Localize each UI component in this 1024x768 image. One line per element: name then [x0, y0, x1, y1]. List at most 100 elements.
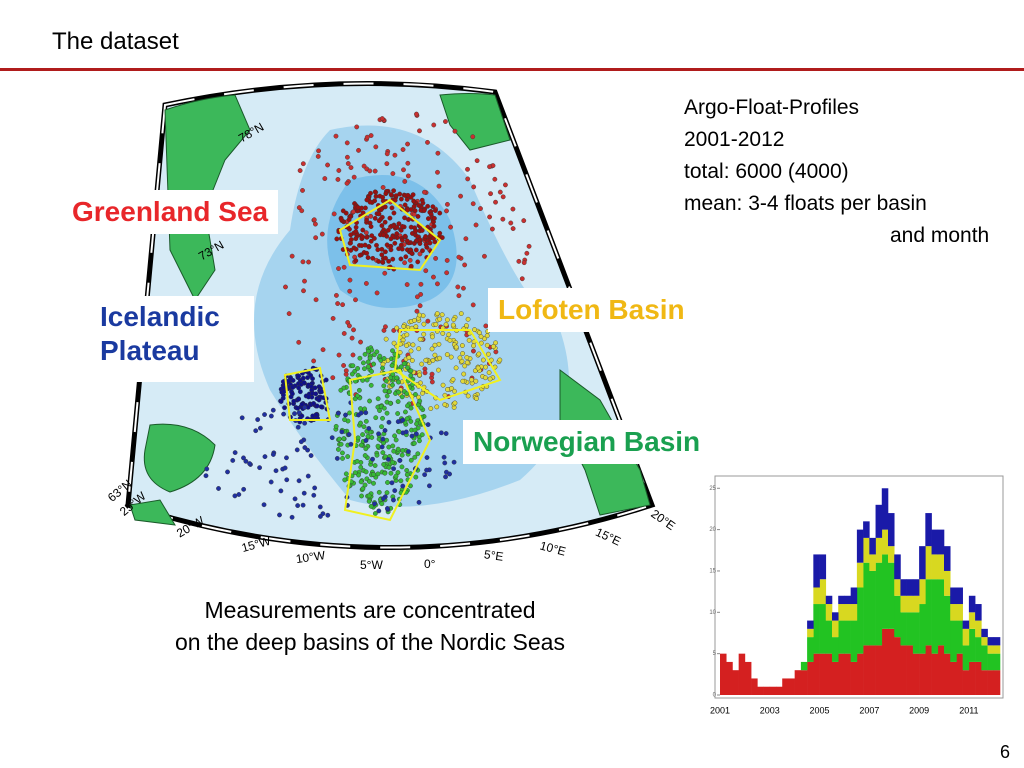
bar-segment	[832, 661, 839, 695]
map-profile-dot	[341, 436, 347, 441]
map-profile-dot	[262, 412, 267, 417]
map-profile-dot	[465, 176, 471, 182]
bar-segment	[875, 562, 883, 646]
map-profile-dot	[365, 364, 371, 370]
map-profile-dot	[391, 210, 397, 216]
map-profile-dot	[290, 391, 295, 397]
map-profile-dot	[413, 474, 419, 480]
map-profile-dot	[372, 168, 378, 174]
map-profile-dot	[296, 339, 302, 345]
basin-label: Lofoten Basin	[488, 288, 695, 332]
map-profile-dot	[408, 483, 413, 489]
map-profile-dot	[474, 396, 479, 401]
x-tick-label: 2005	[810, 705, 830, 715]
map-profile-dot	[270, 452, 276, 457]
map-profile-dot	[457, 355, 463, 361]
info-line: total: 6000 (4000)	[684, 160, 849, 183]
bar-segment	[925, 645, 932, 695]
bar-segment	[732, 670, 739, 695]
map-profile-dot	[392, 433, 397, 439]
map-profile-dot	[508, 220, 514, 226]
bar-segment	[937, 529, 945, 555]
map-profile-dot	[408, 373, 414, 378]
map-profile-dot	[394, 325, 400, 331]
map-profile-dot	[452, 400, 458, 406]
bar-segment	[863, 645, 870, 695]
map-profile-dot	[232, 450, 238, 456]
y-tick-label: 15	[709, 569, 716, 575]
map-profile-dot	[519, 276, 525, 282]
map-profile-dot	[385, 480, 390, 485]
map-profile-dot	[394, 225, 400, 230]
map-profile-dot	[273, 468, 279, 474]
map-profile-dot	[336, 168, 342, 173]
bar-segment	[856, 562, 864, 588]
map-profile-dot	[487, 214, 493, 220]
map-profile-dot	[402, 202, 408, 208]
map-profile-dot	[415, 451, 421, 457]
map-profile-dot	[448, 224, 453, 230]
map-profile-dot	[478, 206, 483, 211]
bar-segment	[962, 670, 970, 695]
map-profile-dot	[382, 470, 388, 476]
map-profile-dot	[268, 479, 274, 485]
map-profile-dot	[302, 278, 307, 284]
bar-segment	[856, 653, 864, 695]
bar-segment	[944, 570, 951, 596]
bar-segment	[881, 488, 889, 530]
map-profile-dot	[389, 363, 395, 368]
map-profile-dot	[301, 288, 306, 294]
map-profile-dot	[376, 218, 382, 224]
map-profile-dot	[381, 356, 387, 361]
bar-segment	[956, 604, 963, 621]
map-profile-dot	[394, 231, 400, 237]
map-profile-dot	[441, 454, 447, 460]
map-profile-dot	[262, 454, 268, 460]
map-profile-dot	[402, 260, 407, 266]
map-profile-dot	[345, 161, 351, 166]
slide-title: The dataset	[52, 28, 179, 55]
map-profile-dot	[348, 441, 354, 447]
map-profile-dot	[428, 406, 434, 411]
map-profile-dot	[490, 226, 495, 232]
map-profile-dot	[204, 466, 210, 472]
map-profile-dot	[366, 479, 372, 484]
map-profile-dot	[400, 448, 406, 453]
bar-segment	[944, 546, 951, 571]
map-profile-dot	[372, 215, 378, 221]
map-profile-dot	[282, 465, 288, 471]
map-profile-dot	[401, 167, 406, 173]
map-profile-dot	[355, 393, 360, 399]
map-profile-dot	[374, 290, 380, 296]
map-profile-dot	[384, 410, 390, 416]
bar-segment	[850, 620, 858, 662]
bar-segment	[888, 562, 895, 629]
map-profile-dot	[347, 277, 353, 283]
bar-segment	[993, 653, 1001, 671]
map-land	[129, 499, 176, 526]
map-profile-dot	[241, 455, 246, 461]
map-profile-dot	[305, 473, 311, 479]
map-profile-dot	[278, 399, 284, 404]
bar-segment	[919, 604, 926, 654]
basin-outline	[338, 198, 442, 272]
map-profile-dot	[404, 416, 410, 422]
basin-outline	[393, 329, 502, 402]
map-profile-dot	[419, 197, 425, 203]
map-profile-dot	[363, 438, 369, 443]
map-profile-dot	[312, 485, 318, 491]
map-profile-dot	[389, 480, 395, 486]
map-profile-dot	[365, 433, 371, 439]
map-profile-dot	[376, 508, 382, 514]
map-profile-dot	[286, 311, 292, 317]
map-profile-dot	[281, 411, 287, 417]
map-profile-dot	[316, 148, 321, 154]
map-profile-dot	[380, 365, 385, 371]
map-profile-dot	[297, 389, 303, 395]
map-profile-dot	[374, 349, 380, 355]
bar-segment	[912, 595, 920, 613]
map-profile-dot	[462, 363, 468, 369]
bar-segment	[844, 595, 851, 605]
y-tick-label: 10	[709, 610, 716, 616]
map-profile-dot	[270, 407, 276, 413]
